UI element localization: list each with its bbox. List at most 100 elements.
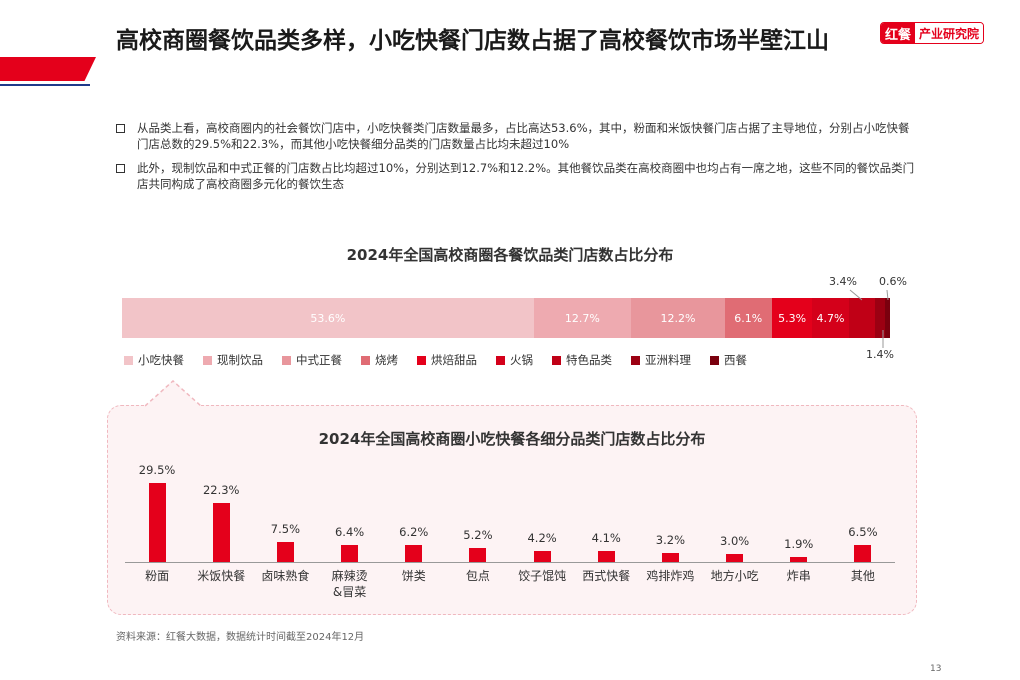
- bar: [341, 544, 359, 562]
- bar-value-label: 3.0%: [719, 534, 750, 548]
- accent-bar: [0, 57, 96, 81]
- legend-item: 特色品类: [552, 352, 612, 368]
- bar: [597, 551, 615, 562]
- brand-logo: 红餐: [881, 23, 916, 43]
- legend-label: 烧烤: [375, 353, 398, 367]
- legend-item: 中式正餐: [282, 352, 342, 368]
- bar-value-label: 4.1%: [591, 531, 621, 546]
- bar-value-label: 5.2%: [463, 528, 493, 543]
- legend-label: 西餐: [724, 353, 747, 367]
- legend-swatch: [282, 355, 291, 365]
- category-label: 卤味熟食: [261, 569, 310, 583]
- bar-value-label: 29.5%: [138, 463, 176, 478]
- stack-segment: 4.7%: [812, 298, 849, 338]
- bar-column: 1.9%: [767, 450, 831, 562]
- stack-segment: 6.1%: [724, 298, 772, 338]
- bar: [212, 502, 230, 562]
- legend-label: 小吃快餐: [138, 353, 184, 367]
- bar: [469, 548, 487, 562]
- bar-value-label: 1.9%: [784, 536, 814, 551]
- legend-swatch: [203, 355, 212, 365]
- legend-swatch: [710, 355, 719, 365]
- legend-label: 亚洲料理: [645, 353, 691, 367]
- segment-label: 3.4%: [829, 275, 857, 288]
- bar-column: 6.2%: [382, 450, 446, 562]
- category-label: 包点: [465, 569, 490, 583]
- bar: [276, 542, 294, 562]
- legend-label: 烘焙甜品: [431, 353, 477, 367]
- legend-item: 烧烤: [361, 352, 398, 368]
- bar: [533, 550, 551, 562]
- bullet-text: 从品类上看，高校商圈内的社会餐饮门店中，小吃快餐类门店数量最多，占比高达53.6…: [137, 121, 910, 151]
- category-label: 粉面: [145, 569, 170, 583]
- chart1-title: 2024年全国高校商圈各餐饮品类门店数占比分布: [346, 246, 674, 264]
- bar-value-label: 7.5%: [270, 522, 301, 536]
- chart1-legend: 小吃快餐 现制饮品 中式正餐 烧烤 烘焙甜品 火锅 特色品类 亚洲料理 西餐: [124, 352, 766, 368]
- legend-item: 现制饮品: [203, 352, 263, 368]
- bar: [148, 483, 166, 562]
- bar-column: 6.4%: [318, 450, 382, 562]
- stack-segment: [848, 298, 875, 338]
- legend-item: 西餐: [710, 352, 747, 368]
- stack-segment: 12.7%: [533, 298, 632, 338]
- bar-value-label: 3.2%: [655, 533, 686, 548]
- bar-value-label: 4.2%: [527, 530, 557, 545]
- segment-label: 4.7%: [816, 311, 845, 325]
- stack-segment: 12.2%: [631, 298, 725, 338]
- bullet-text: 此外，现制饮品和中式正餐的门店数占比均超过10%，分别达到12.7%和12.2%…: [137, 161, 915, 191]
- bar-value-label: 6.5%: [848, 524, 878, 539]
- legend-item: 小吃快餐: [124, 352, 184, 368]
- stacked-bar: 53.6% 12.7% 12.2% 6.1% 5.3% 4.7%: [122, 298, 890, 338]
- legend-label: 中式正餐: [296, 353, 342, 367]
- legend-swatch: [496, 355, 505, 365]
- bar-value-label: 22.3%: [202, 482, 240, 497]
- segment-label: 6.1%: [734, 311, 763, 325]
- detail-panel: [107, 405, 917, 615]
- segment-label: 12.7%: [564, 311, 600, 325]
- bar-value-label: 6.2%: [399, 525, 429, 540]
- chart2-baseline: [125, 562, 895, 563]
- legend-swatch: [552, 355, 561, 365]
- bullet-square-icon: [116, 164, 125, 173]
- legend-swatch: [631, 355, 640, 365]
- bar-column: 3.2%: [638, 450, 702, 562]
- panel-pointer: [145, 380, 202, 407]
- bar-column: 4.2%: [510, 450, 574, 562]
- brand-text: 产业研究院: [915, 23, 984, 43]
- legend-swatch: [124, 355, 133, 365]
- stack-segment: [874, 298, 886, 338]
- segment-label: 53.6%: [310, 311, 346, 325]
- brand-badge: 红餐 产业研究院: [880, 22, 985, 44]
- legend-swatch: [417, 355, 426, 365]
- category-label: 其他: [850, 569, 875, 583]
- bullet-item: 从品类上看，高校商圈内的社会餐饮门店中，小吃快餐类门店数量最多，占比高达53.6…: [116, 120, 916, 152]
- stack-segment: [885, 298, 890, 338]
- bar-column: 7.5%: [253, 450, 317, 562]
- bar-column: 4.1%: [574, 450, 638, 562]
- bar-column: 22.3%: [189, 450, 253, 562]
- category-label: 炸串: [786, 569, 811, 583]
- legend-label: 现制饮品: [217, 353, 263, 367]
- bullet-list: 从品类上看，高校商圈内的社会餐饮门店中，小吃快餐类门店数量最多，占比高达53.6…: [116, 120, 916, 200]
- segment-label: 12.2%: [660, 311, 696, 325]
- chart2-bars: 29.5% 22.3% 7.5% 6.4% 6.2% 5.2% 4.2% 4.1% 3.2% 3.…: [125, 450, 895, 562]
- legend-label: 火锅: [510, 353, 533, 367]
- stack-segment: 53.6%: [122, 298, 534, 338]
- segment-label: 5.3%: [778, 311, 807, 325]
- chart2-title: 2024年全国高校商圈小吃快餐各细分品类门店数占比分布: [318, 430, 706, 448]
- category-label: 米饭快餐: [197, 569, 246, 583]
- bullet-item: 此外，现制饮品和中式正餐的门店数占比均超过10%，分别达到12.7%和12.2%…: [116, 160, 916, 192]
- bar-column: 6.5%: [831, 450, 895, 562]
- category-label: 饺子馄饨: [518, 569, 567, 583]
- bar-column: 29.5%: [125, 450, 189, 562]
- category-label: 麻辣烫 &冒菜: [331, 569, 368, 599]
- bar: [661, 553, 679, 562]
- legend-item: 烘焙甜品: [417, 352, 477, 368]
- source-note: 资料来源：红餐大数据，数据统计时间截至2024年12月: [116, 632, 365, 643]
- category-label: 鸡排炸鸡: [646, 569, 695, 583]
- segment-label: 0.6%: [879, 275, 907, 288]
- accent-line: [0, 84, 90, 86]
- bar-value-label: 6.4%: [334, 524, 365, 539]
- category-label: 西式快餐: [582, 569, 631, 583]
- category-label: 地方小吃: [710, 569, 759, 583]
